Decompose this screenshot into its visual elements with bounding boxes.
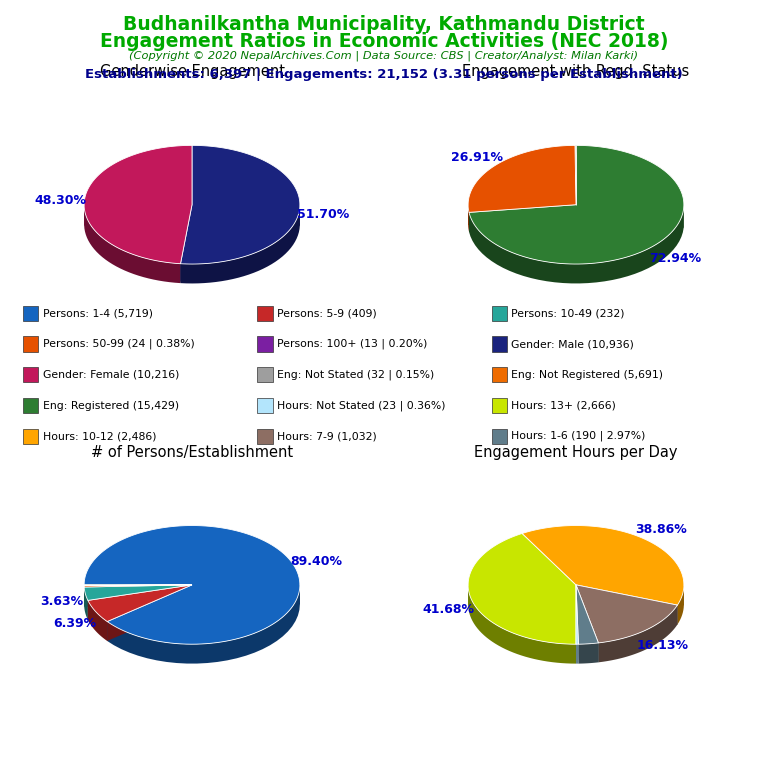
Text: Persons: 1-4 (5,719): Persons: 1-4 (5,719) <box>43 308 153 319</box>
Polygon shape <box>598 605 677 662</box>
Text: 26.91%: 26.91% <box>451 151 503 164</box>
Text: Hours: 10-12 (2,486): Hours: 10-12 (2,486) <box>43 431 157 442</box>
Polygon shape <box>108 585 300 664</box>
Title: Engagement Hours per Day: Engagement Hours per Day <box>475 445 677 459</box>
Polygon shape <box>576 585 677 624</box>
Polygon shape <box>469 145 684 264</box>
Polygon shape <box>468 145 576 213</box>
Polygon shape <box>108 585 192 641</box>
Polygon shape <box>84 585 192 607</box>
Polygon shape <box>469 208 684 283</box>
Text: Persons: 10-49 (232): Persons: 10-49 (232) <box>511 308 625 319</box>
Polygon shape <box>84 525 300 644</box>
Polygon shape <box>88 585 192 621</box>
Polygon shape <box>84 585 192 607</box>
Polygon shape <box>84 585 192 587</box>
Polygon shape <box>84 585 192 605</box>
Polygon shape <box>180 205 192 283</box>
Polygon shape <box>576 585 677 624</box>
Polygon shape <box>469 205 576 232</box>
Polygon shape <box>468 205 576 225</box>
Polygon shape <box>576 585 578 664</box>
Text: (Copyright © 2020 NepalArchives.Com | Data Source: CBS | Creator/Analyst: Milan : (Copyright © 2020 NepalArchives.Com | Da… <box>130 51 638 61</box>
Polygon shape <box>192 205 300 226</box>
Text: 89.40%: 89.40% <box>290 554 343 568</box>
Text: 72.94%: 72.94% <box>649 252 701 265</box>
Text: Eng: Not Stated (32 | 0.15%): Eng: Not Stated (32 | 0.15%) <box>277 369 435 380</box>
Polygon shape <box>84 585 192 604</box>
Text: Budhanilkantha Municipality, Kathmandu District: Budhanilkantha Municipality, Kathmandu D… <box>123 15 645 35</box>
Text: Engagement Ratios in Economic Activities (NEC 2018): Engagement Ratios in Economic Activities… <box>100 32 668 51</box>
Text: Gender: Male (10,936): Gender: Male (10,936) <box>511 339 634 349</box>
Polygon shape <box>576 585 684 605</box>
Text: Hours: Not Stated (23 | 0.36%): Hours: Not Stated (23 | 0.36%) <box>277 400 445 411</box>
Text: Gender: Female (10,216): Gender: Female (10,216) <box>43 369 180 380</box>
Text: Eng: Registered (15,429): Eng: Registered (15,429) <box>43 400 179 411</box>
Polygon shape <box>180 145 300 264</box>
Text: 41.68%: 41.68% <box>423 603 475 616</box>
Text: Hours: 7-9 (1,032): Hours: 7-9 (1,032) <box>277 431 377 442</box>
Polygon shape <box>84 585 192 601</box>
Polygon shape <box>108 585 192 641</box>
Title: Engagement with Regd. Status: Engagement with Regd. Status <box>462 65 690 79</box>
Title: # of Persons/Establishment: # of Persons/Establishment <box>91 445 293 459</box>
Polygon shape <box>88 585 192 620</box>
Polygon shape <box>88 601 108 641</box>
Polygon shape <box>468 586 576 664</box>
Polygon shape <box>576 644 578 664</box>
Polygon shape <box>575 145 576 205</box>
Polygon shape <box>468 585 576 605</box>
Text: 48.30%: 48.30% <box>35 194 87 207</box>
Polygon shape <box>84 205 192 226</box>
Text: Persons: 50-99 (24 | 0.38%): Persons: 50-99 (24 | 0.38%) <box>43 339 195 349</box>
Polygon shape <box>576 585 598 662</box>
Polygon shape <box>192 585 300 604</box>
Text: 3.63%: 3.63% <box>40 595 84 608</box>
Text: Hours: 13+ (2,666): Hours: 13+ (2,666) <box>511 400 617 411</box>
Polygon shape <box>576 585 598 662</box>
Text: 38.86%: 38.86% <box>634 523 687 536</box>
Text: Eng: Not Registered (5,691): Eng: Not Registered (5,691) <box>511 369 664 380</box>
Text: Persons: 100+ (13 | 0.20%): Persons: 100+ (13 | 0.20%) <box>277 339 428 349</box>
Polygon shape <box>576 585 677 643</box>
Polygon shape <box>576 205 684 227</box>
Polygon shape <box>576 585 598 644</box>
Polygon shape <box>522 525 684 605</box>
Polygon shape <box>468 534 576 644</box>
Polygon shape <box>468 206 469 232</box>
Polygon shape <box>84 585 192 605</box>
Polygon shape <box>576 585 578 644</box>
Polygon shape <box>180 207 300 283</box>
Title: Genderwise Engagement: Genderwise Engagement <box>100 65 284 79</box>
Polygon shape <box>180 205 192 283</box>
Text: Establishments: 6,397 | Engagements: 21,152 (3.31 persons per Establishment): Establishments: 6,397 | Engagements: 21,… <box>85 68 683 81</box>
Polygon shape <box>88 585 192 620</box>
Polygon shape <box>469 205 576 232</box>
Text: Hours: 1-6 (190 | 2.97%): Hours: 1-6 (190 | 2.97%) <box>511 431 646 442</box>
Text: 16.13%: 16.13% <box>637 639 688 652</box>
Text: 51.70%: 51.70% <box>297 208 349 221</box>
Polygon shape <box>576 585 578 664</box>
Polygon shape <box>677 586 684 624</box>
Polygon shape <box>578 643 598 664</box>
Text: 6.39%: 6.39% <box>53 617 96 630</box>
Text: Persons: 5-9 (409): Persons: 5-9 (409) <box>277 308 377 319</box>
Polygon shape <box>84 145 192 263</box>
Polygon shape <box>84 206 180 283</box>
Polygon shape <box>84 587 88 620</box>
